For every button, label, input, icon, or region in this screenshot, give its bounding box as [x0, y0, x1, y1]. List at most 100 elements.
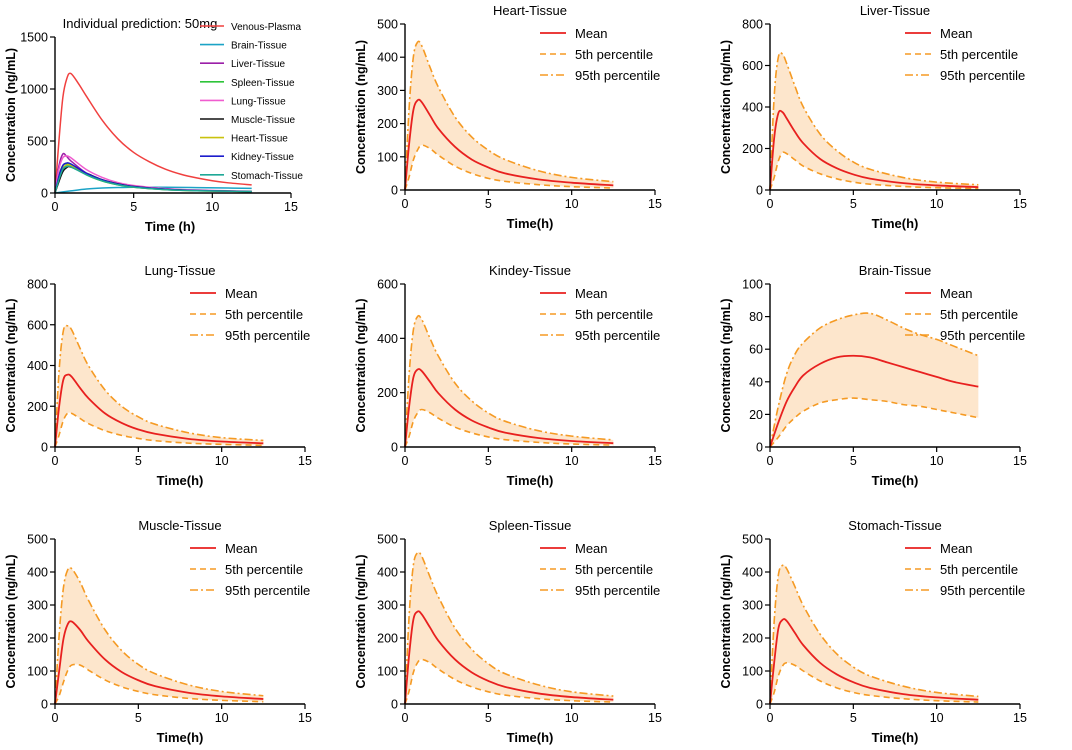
x-tick-label: 15 — [648, 711, 662, 725]
chart-panel-8: Spleen-Tissue 0 5 10 15 0 100 200 300 400 500 Time(… — [354, 518, 662, 745]
y-axis-label: Concentration (ng/mL) — [354, 298, 368, 432]
y-tick-label: 0 — [41, 187, 48, 201]
y-tick-label: 20 — [749, 408, 763, 422]
y-tick-label: 500 — [27, 533, 48, 547]
y-tick-label: 80 — [749, 310, 763, 324]
x-tick-label: 0 — [767, 454, 774, 468]
chart-title: Brain-Tissue — [859, 263, 931, 278]
series-line-venous-plasma — [54, 72, 252, 194]
percentile-band — [770, 313, 979, 447]
legend-label: Mean — [940, 541, 973, 556]
legend-label: 5th percentile — [940, 562, 1018, 577]
percentile-band — [55, 325, 264, 447]
chart-panel-3: Liver-Tissue 0 5 10 15 0 200 400 600 800 Time(h) Co… — [719, 3, 1027, 231]
x-tick-label: 10 — [205, 200, 219, 214]
y-tick-label: 400 — [27, 566, 48, 580]
y-tick-label: 100 — [742, 665, 763, 679]
x-tick-label: 5 — [485, 454, 492, 468]
p5-line — [404, 408, 614, 448]
chart-title: Liver-Tissue — [860, 3, 930, 18]
x-tick-label: 15 — [284, 200, 298, 214]
chart-title: Spleen-Tissue — [489, 518, 572, 533]
legend-label: Lung-Tissue — [231, 96, 286, 107]
legend-label: 5th percentile — [575, 307, 653, 322]
x-tick-label: 15 — [1013, 197, 1027, 211]
y-axis-label: Concentration (ng/mL) — [719, 40, 733, 174]
mean-line — [769, 618, 979, 705]
x-axis-label: Time(h) — [507, 216, 554, 231]
y-tick-label: 300 — [742, 599, 763, 613]
chart-panel-7: Muscle-Tissue 0 5 10 15 0 100 200 300 400 500 Time(… — [4, 518, 312, 745]
legend-label: Mean — [575, 26, 608, 41]
x-tick-label: 5 — [130, 200, 137, 214]
percentile-band — [405, 315, 614, 447]
y-tick-label: 300 — [377, 599, 398, 613]
legend-label: Mean — [225, 541, 258, 556]
legend-label: 5th percentile — [575, 47, 653, 62]
y-axis-label: Concentration (ng/mL) — [4, 298, 18, 432]
p95-line — [404, 551, 614, 705]
p5-line — [769, 397, 979, 448]
y-tick-label: 400 — [27, 359, 48, 373]
y-tick-label: 400 — [377, 51, 398, 65]
x-tick-label: 10 — [930, 454, 944, 468]
x-tick-label: 15 — [1013, 454, 1027, 468]
chart-title: Muscle-Tissue — [138, 518, 221, 533]
legend-label: 95th percentile — [940, 328, 1025, 343]
x-tick-label: 5 — [850, 454, 857, 468]
y-tick-label: 200 — [27, 632, 48, 646]
y-axis-label: Concentration (ng/mL) — [4, 48, 18, 182]
legend-label: Brain-Tissue — [231, 41, 287, 52]
series-line-brain-tissue — [54, 186, 252, 194]
y-tick-label: 300 — [27, 599, 48, 613]
x-axis-label: Time(h) — [872, 216, 919, 231]
percentile-band — [405, 41, 614, 191]
p95-line — [769, 51, 979, 191]
y-tick-label: 400 — [742, 101, 763, 115]
x-tick-label: 5 — [485, 711, 492, 725]
legend-label: Liver-Tissue — [231, 59, 286, 70]
legend-label: 5th percentile — [225, 307, 303, 322]
x-tick-label: 15 — [648, 454, 662, 468]
y-tick-label: 100 — [377, 665, 398, 679]
x-tick-label: 5 — [135, 454, 142, 468]
chart-title: Lung-Tissue — [144, 263, 215, 278]
y-tick-label: 200 — [742, 632, 763, 646]
chart-panel-5: Kindey-Tissue 0 5 10 15 0 200 400 600 Time(h) Conc… — [354, 263, 662, 488]
p5-line — [404, 144, 614, 191]
y-tick-label: 500 — [377, 18, 398, 32]
x-tick-label: 0 — [52, 454, 59, 468]
x-tick-label: 15 — [648, 197, 662, 211]
x-tick-label: 10 — [930, 711, 944, 725]
legend-label: Stomach-Tissue — [231, 171, 303, 182]
chart-panel-1: Individual prediction: 50mg 0 5 10 15 0 500 100… — [4, 16, 303, 234]
y-tick-label: 0 — [756, 698, 763, 712]
legend-label: Mean — [940, 26, 973, 41]
chart-panel-2: Heart-Tissue 0 5 10 15 0 100 200 300 400 500 Time(h… — [354, 3, 662, 231]
y-tick-label: 0 — [41, 441, 48, 455]
p95-line — [769, 312, 979, 448]
legend-label: Mean — [940, 286, 973, 301]
x-tick-label: 0 — [402, 711, 409, 725]
legend-label: 5th percentile — [940, 307, 1018, 322]
mean-line — [54, 373, 264, 448]
y-tick-label: 200 — [742, 142, 763, 156]
p95-line — [404, 314, 614, 448]
y-tick-label: 200 — [377, 117, 398, 131]
y-tick-label: 200 — [377, 386, 398, 400]
x-tick-label: 10 — [565, 197, 579, 211]
percentile-band — [55, 567, 264, 704]
legend-label: 95th percentile — [940, 68, 1025, 83]
y-tick-label: 60 — [749, 343, 763, 357]
legend-label: 95th percentile — [575, 328, 660, 343]
y-tick-label: 0 — [756, 184, 763, 198]
x-axis-label: Time(h) — [507, 473, 554, 488]
x-axis-label: Time (h) — [145, 219, 195, 234]
legend-label: 95th percentile — [225, 328, 310, 343]
p95-line — [769, 564, 979, 705]
p5-line — [404, 658, 614, 705]
x-tick-label: 10 — [215, 454, 229, 468]
p5-line — [54, 663, 264, 705]
legend-label: Heart-Tissue — [231, 134, 288, 145]
y-tick-label: 500 — [27, 135, 48, 149]
